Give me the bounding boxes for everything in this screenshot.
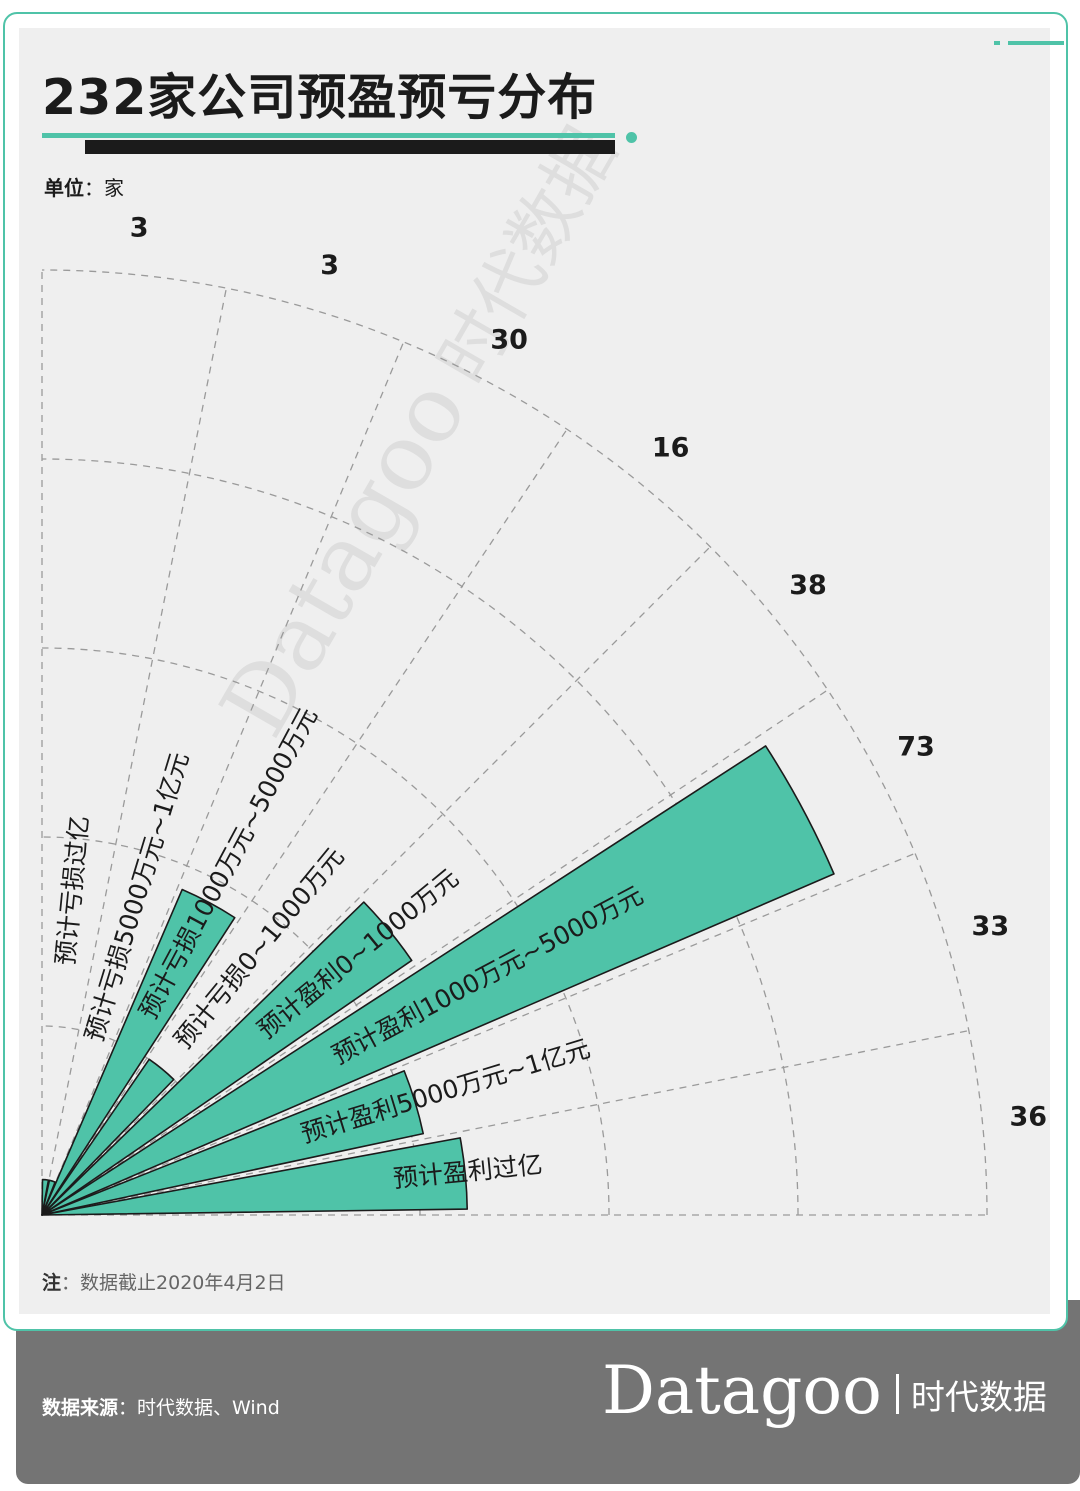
grid-ring-5 (41, 269, 988, 1216)
grid-spoke-2 (41, 852, 916, 1216)
value-label-2: 3 (320, 250, 339, 281)
source-text: 时代数据、Wind (137, 1397, 280, 1419)
chart-bars (41, 745, 835, 1216)
value-label-6: 73 (897, 731, 935, 762)
source-label: 数据来源 (42, 1397, 119, 1419)
brand-separator (895, 1374, 899, 1414)
note-colon: ： (61, 1272, 81, 1294)
bar-6 (41, 745, 835, 1216)
page-title: 232家公司预盈预亏分布 (42, 69, 598, 126)
source-colon: ： (118, 1397, 138, 1419)
grid-spoke-5 (41, 428, 568, 1216)
value-label-7: 33 (972, 911, 1010, 942)
data-source: 数据来源：时代数据、Wind (42, 1393, 280, 1420)
corner-accent-dot (994, 41, 1000, 45)
value-label-5: 38 (789, 570, 827, 601)
title-underline-dot (626, 132, 637, 143)
unit-caption: 单位：家 (44, 172, 124, 201)
value-label-8: 36 (1009, 1101, 1047, 1132)
grid-spoke-6 (41, 341, 405, 1216)
bar-8 (41, 1137, 469, 1216)
bar-4 (41, 1058, 175, 1216)
brand-wordmark: Datagoo (602, 1352, 882, 1429)
note-label: 注 (42, 1272, 62, 1294)
corner-accent-line (1008, 41, 1064, 45)
footnote: 注：数据截止2020年4月2日 (42, 1268, 286, 1295)
note-text: 数据截止2020年4月2日 (80, 1272, 286, 1294)
polar-bar-chart: 预计亏损过亿预计亏损5000万元~1亿元预计亏损1000万元~5000万元预计亏… (41, 212, 1047, 1216)
grid-ring-3 (41, 647, 610, 1216)
unit-value: 家 (104, 176, 124, 200)
value-label-3: 30 (490, 325, 528, 356)
value-label-4: 16 (652, 432, 690, 463)
grid-ring-4 (41, 458, 799, 1216)
brand-chinese-name: 时代数据 (910, 1377, 1047, 1418)
title-underline-teal (42, 133, 615, 138)
grid-spoke-3 (41, 689, 829, 1216)
grid-spoke-1 (41, 1030, 969, 1216)
bar-7 (41, 1070, 425, 1216)
grid-spoke-4 (41, 546, 711, 1216)
value-label-1: 3 (130, 212, 149, 243)
unit-colon: ： (84, 176, 104, 200)
bar-3 (41, 888, 236, 1216)
grid-spoke-7 (41, 288, 227, 1216)
title-underline-black (85, 140, 615, 154)
unit-label: 单位 (44, 176, 84, 200)
brand-logo: Datagoo 时代数据 (602, 1358, 1047, 1424)
bar-5 (41, 901, 413, 1216)
